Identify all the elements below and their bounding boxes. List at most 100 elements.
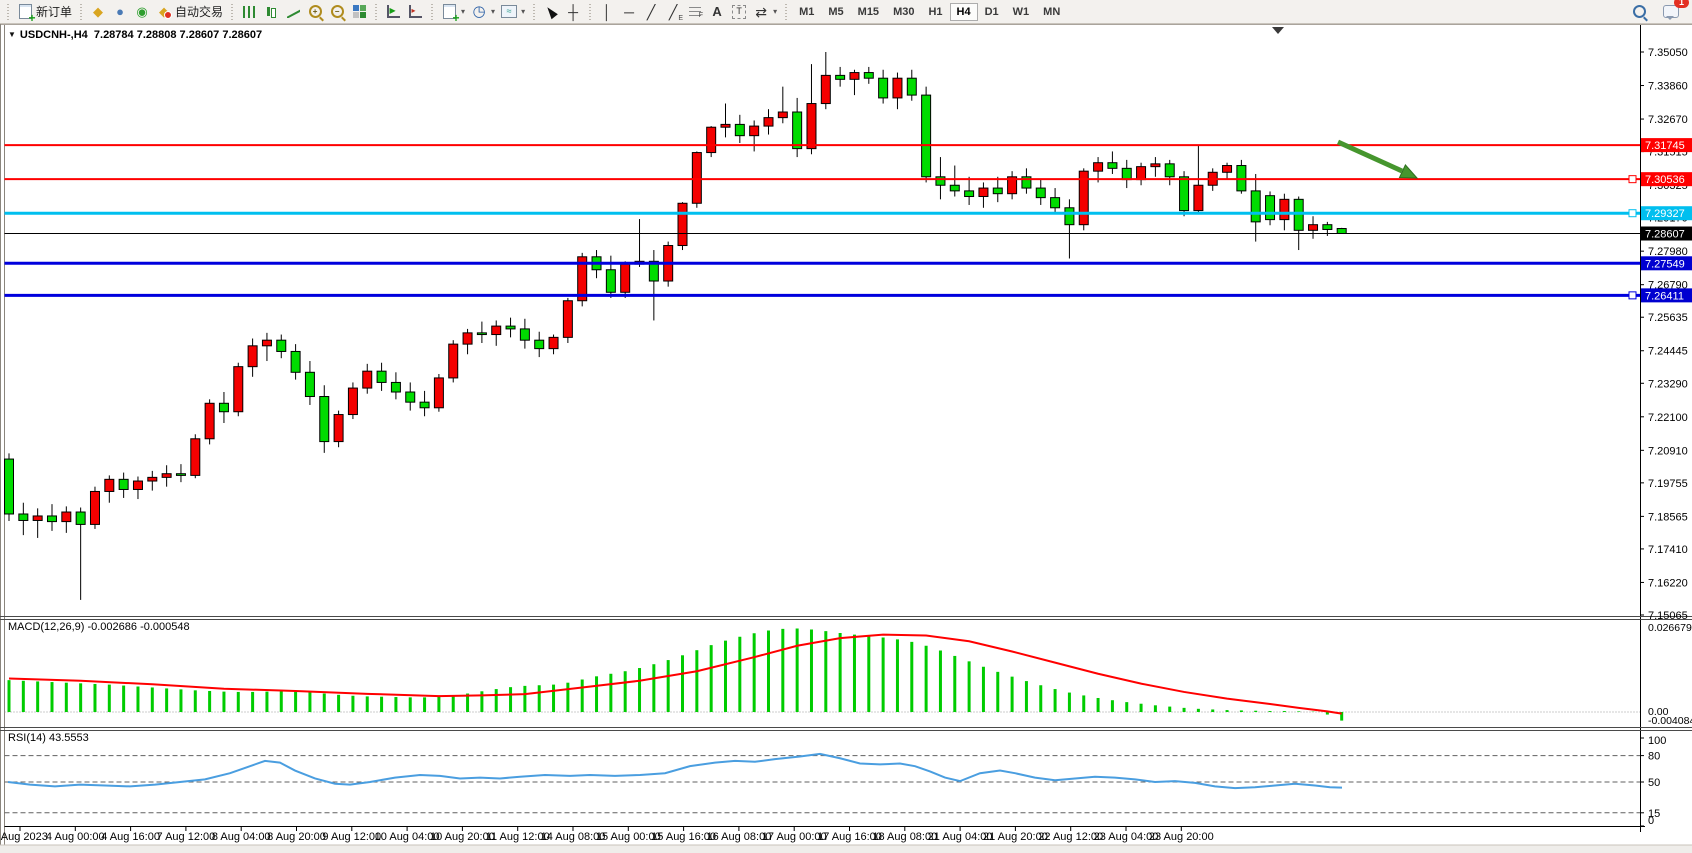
- time-axis-label[interactable]: 23 Aug 20:00: [1149, 831, 1214, 843]
- time-axis-label[interactable]: 18 Aug 08:00: [872, 831, 937, 843]
- candle: [247, 345, 258, 368]
- time-axis-label[interactable]: 15 Aug 16:00: [651, 831, 716, 843]
- time-axis-label[interactable]: 8 Aug 04:00: [212, 831, 271, 843]
- candle: [476, 332, 487, 336]
- tf-M5[interactable]: M5: [828, 5, 844, 18]
- label-button[interactable]: T: [728, 2, 750, 22]
- candle: [419, 401, 430, 409]
- candle: [1093, 162, 1104, 172]
- styles-button[interactable]: ◆: [87, 2, 109, 22]
- tf-H4[interactable]: H4: [949, 2, 978, 21]
- bars-chart-button[interactable]: [238, 2, 260, 22]
- toolbar-grip[interactable]: [80, 3, 83, 20]
- candle: [878, 77, 889, 99]
- cursor-button[interactable]: [540, 2, 562, 22]
- candles-chart-button[interactable]: [260, 2, 282, 22]
- trendline-button[interactable]: ╱: [640, 2, 662, 22]
- candle: [1021, 176, 1032, 189]
- tf-M30[interactable]: M30: [893, 5, 915, 18]
- chart-shift-marker[interactable]: [1272, 27, 1284, 34]
- toolbar-grip[interactable]: [7, 3, 9, 20]
- tf-H1[interactable]: H1: [928, 5, 943, 18]
- autotrade-button[interactable]: ◆ 自动交易: [153, 2, 226, 22]
- time-axis-label[interactable]: 14 Aug 08:00: [541, 831, 606, 843]
- time-axis-label[interactable]: 17 Aug 00:00: [762, 831, 827, 843]
- toolbar-grip[interactable]: [589, 3, 592, 20]
- tf-W1[interactable]: W1: [1012, 5, 1030, 18]
- time-axis-label[interactable]: 10 Aug 04:00: [375, 831, 440, 843]
- time-axis-label[interactable]: 21 Aug 20:00: [983, 831, 1048, 843]
- time-axis-label[interactable]: 16 Aug 08:00: [706, 831, 771, 843]
- text-button[interactable]: A: [706, 2, 728, 22]
- horizontal-line-button[interactable]: ─: [618, 2, 640, 22]
- channel-button[interactable]: ╱ E: [662, 2, 684, 22]
- publish-icon: ●: [116, 4, 124, 19]
- time-axis-label[interactable]: 7 Aug 12:00: [157, 831, 216, 843]
- search-button[interactable]: [1628, 2, 1650, 22]
- main-toolbar: 新订单 ◆ ● ◉ ◆ 自动交易 + − ▶ ▸ ▾ ◷▾ ≈▾ ┼ │ ─ ╱…: [0, 0, 1692, 24]
- arrows-icon: ⇄: [755, 3, 767, 20]
- candle: [1007, 176, 1018, 195]
- candle: [347, 387, 358, 416]
- new-order-button[interactable]: 新订单: [14, 2, 75, 24]
- tf-M15[interactable]: M15: [857, 5, 880, 18]
- chat-button[interactable]: 1: [1660, 0, 1689, 22]
- time-axis-label[interactable]: 8 Aug 20:00: [267, 831, 326, 843]
- arrows-button[interactable]: ⇄ ▾: [750, 2, 780, 22]
- toolbar-grip[interactable]: [231, 3, 234, 20]
- time-axis-label[interactable]: 15 Aug 00:00: [596, 831, 661, 843]
- vertical-line-button[interactable]: │: [596, 2, 618, 22]
- periods-button[interactable]: ◷ ▾: [472, 3, 496, 20]
- indicators-button[interactable]: ▾: [438, 2, 468, 24]
- price-axis-label: 7.20910: [1648, 445, 1688, 457]
- tf-M1[interactable]: M1: [799, 5, 815, 18]
- time-axis-label[interactable]: 3 Aug 2023: [0, 831, 48, 843]
- new-order-label: 新订单: [36, 5, 73, 19]
- candle: [433, 377, 444, 409]
- publish-button[interactable]: ●: [109, 2, 131, 22]
- time-axis-label[interactable]: 9 Aug 12:00: [322, 831, 381, 843]
- candle: [462, 332, 473, 345]
- time-axis-label[interactable]: 22 Aug 12:00: [1038, 831, 1103, 843]
- price-level-badge: [1641, 206, 1692, 221]
- time-axis-label[interactable]: 4 Aug 16:00: [101, 831, 160, 843]
- crosshair-icon: ┼: [568, 3, 579, 20]
- price-axis-label: 7.35050: [1648, 47, 1688, 59]
- price-axis-label: 7.25635: [1648, 312, 1688, 324]
- templates-button[interactable]: ≈ ▾: [498, 2, 528, 22]
- trend-arrow-line[interactable]: [1336, 139, 1404, 174]
- time-axis-label[interactable]: 10 Aug 20:00: [430, 831, 495, 843]
- trend-arrow-head-icon[interactable]: [1398, 163, 1419, 179]
- time-axis-label[interactable]: 11 Aug 12:00: [486, 831, 550, 843]
- crosshair-button[interactable]: ┼: [562, 2, 584, 22]
- tf-MN[interactable]: MN: [1043, 5, 1061, 18]
- toolbar-grip[interactable]: [375, 3, 378, 20]
- text-icon: A: [712, 4, 722, 19]
- toolbar-grip[interactable]: [533, 3, 536, 20]
- toolbar-grip[interactable]: [431, 3, 434, 20]
- candle: [276, 339, 287, 352]
- toolbar-grip[interactable]: [785, 3, 788, 20]
- level-line-handle[interactable]: [1628, 291, 1637, 300]
- time-axis-label[interactable]: 21 Aug 04:00: [928, 831, 993, 843]
- signals-button[interactable]: ◉: [131, 2, 153, 22]
- zoom-in-button[interactable]: +: [304, 2, 326, 22]
- candle: [89, 490, 100, 525]
- fibonacci-button[interactable]: F: [684, 2, 706, 22]
- time-axis-label[interactable]: 17 Aug 16:00: [817, 831, 882, 843]
- chart-shift-button[interactable]: ▸: [404, 2, 426, 22]
- line-chart-button[interactable]: [282, 2, 304, 22]
- level-line-handle[interactable]: [1628, 175, 1637, 184]
- time-axis-label[interactable]: 23 Aug 04:00: [1094, 831, 1159, 843]
- chart-title[interactable]: ▼ USDCNH-,H4 7.28784 7.28808 7.28607 7.28…: [8, 29, 262, 41]
- collapse-arrow-icon[interactable]: ▼: [8, 30, 16, 39]
- zoom-out-button[interactable]: −: [326, 2, 348, 22]
- time-axis-label[interactable]: 4 Aug 00:00: [46, 831, 105, 843]
- candles-chart-icon: [265, 6, 278, 18]
- tile-windows-button[interactable]: [348, 2, 370, 22]
- tf-D1[interactable]: D1: [984, 5, 999, 18]
- candle: [204, 402, 215, 440]
- auto-scroll-button[interactable]: ▶: [382, 2, 404, 22]
- level-line-handle[interactable]: [1628, 209, 1637, 218]
